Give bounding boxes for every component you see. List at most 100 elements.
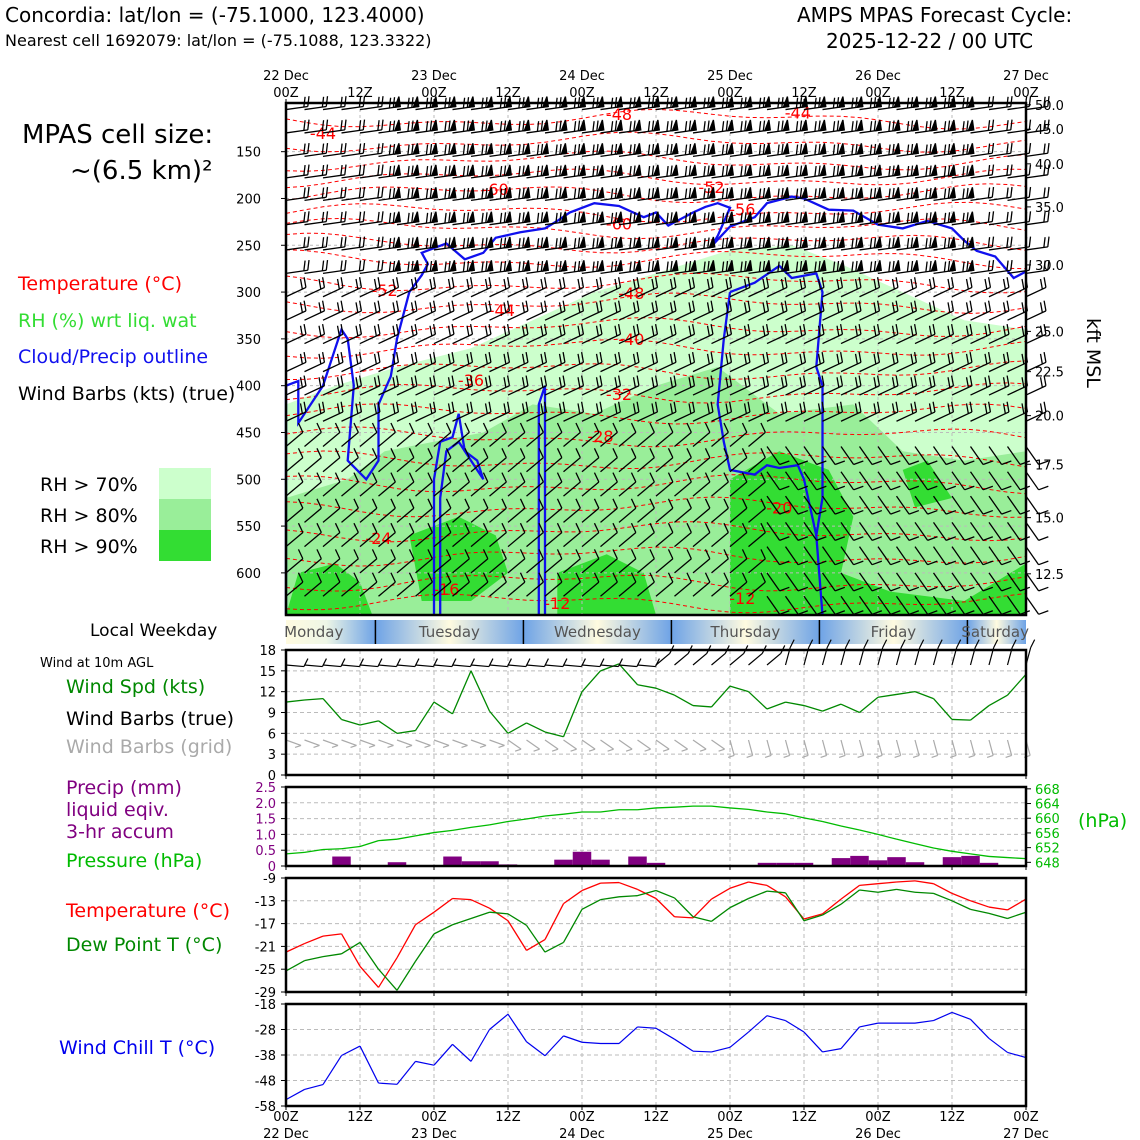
wind-barb-feather: [762, 260, 766, 272]
wind-barb-feather: [725, 377, 729, 388]
dewpoint-line-segment: [544, 941, 564, 953]
wind-barb-staff: [821, 521, 836, 541]
wind-barb: [748, 498, 766, 523]
wind-barb-flag: [393, 211, 402, 224]
wind-barb-feather: [316, 572, 322, 583]
wind-barb-feather: [744, 143, 747, 155]
wind-barb-flag: [948, 143, 957, 155]
wind-barb-staff: [470, 532, 489, 548]
wind-barb-feather: [501, 422, 507, 433]
wind-barb-feather: [371, 472, 378, 483]
wind-barb-feather: [536, 166, 540, 177]
wind-barb-feather: [355, 325, 359, 337]
wind-barb-feather: [913, 300, 918, 311]
wind-barb-feather: [704, 472, 711, 483]
wind-barb: [803, 521, 827, 541]
windchill-panel-grid: [286, 1004, 1026, 1106]
wind-barb-flag: [930, 260, 938, 272]
wind-barb-staff: [748, 581, 766, 597]
wind-barb-feather: [666, 166, 669, 177]
wind-barb-grid: [396, 739, 413, 747]
wind-barb-feather: [762, 237, 766, 248]
wind-barb: [766, 143, 790, 157]
wind-barb-staff: [378, 581, 396, 597]
wind-barb-feather: [890, 485, 901, 491]
wind-barb: [1025, 572, 1049, 592]
wind-barb-feather: [851, 144, 854, 155]
wind-barb: [470, 572, 489, 597]
wind-speed-line-segment: [359, 720, 379, 726]
wind-barb-feather: [666, 121, 669, 132]
wind-barb-feather: [758, 166, 762, 177]
wind-barb-feather: [503, 260, 507, 272]
wind-barb-10m-feather: [974, 639, 980, 648]
wind-barb-flag: [893, 187, 901, 199]
wind-barb-feather: [1006, 143, 1009, 154]
wind-barb-staff: [359, 581, 378, 597]
wind-barb: [544, 572, 563, 597]
wind-barb-feather: [1006, 375, 1010, 386]
wind-barb-feather: [1043, 237, 1046, 248]
wind-barb-feather: [1001, 610, 1012, 615]
wind-barb-feather: [451, 401, 455, 413]
wind-barb-feather: [744, 212, 747, 223]
wind-barb: [304, 422, 322, 448]
wind-barb: [600, 422, 618, 448]
wind-barb-feather: [858, 323, 862, 335]
wind-barb-feather: [666, 144, 669, 155]
wind-barb-feather: [873, 403, 877, 414]
wind-barb-feather: [303, 352, 307, 363]
wind-barb-staff: [895, 546, 910, 566]
wind-barb: [433, 300, 455, 321]
wind-barb-feather: [728, 401, 733, 413]
wind-barb: [600, 211, 624, 226]
wind-barb: [711, 164, 735, 179]
wind-barb-staff: [544, 507, 563, 523]
wind-barb-feather: [964, 560, 975, 566]
wind-barb: [970, 259, 995, 274]
wind-barb-flag: [560, 119, 568, 132]
wind-barb-flag: [652, 119, 661, 132]
wind-barb: [951, 401, 973, 422]
wind-barb: [840, 521, 864, 541]
wind-barb-feather: [871, 586, 883, 592]
wind-barb-feather: [851, 212, 854, 224]
wind-barb-feather: [814, 261, 817, 272]
wind-barb-feather: [318, 278, 322, 290]
wind-barb-feather: [781, 237, 784, 248]
wind-barb-staff: [544, 532, 563, 548]
wind-barb-feather: [425, 188, 429, 199]
wind-barb-feather: [853, 586, 864, 592]
wind-barb-flag: [856, 260, 864, 272]
wind-barb: [951, 211, 975, 226]
wind-barb: [933, 300, 955, 321]
wind-barb-feather: [614, 260, 618, 272]
wind-barb-staff: [858, 572, 873, 592]
wind-barb: [840, 595, 864, 615]
wind-barb: [859, 375, 881, 396]
wind-barb-feather: [577, 143, 581, 155]
weekday-name: Saturday: [961, 623, 1029, 641]
wind-barb-feather: [633, 187, 636, 199]
precip-panel-tick-label: 2.5: [255, 781, 276, 796]
wind-barb-feather: [723, 549, 729, 560]
wind-barb-feather: [340, 187, 343, 198]
wind-barb-feather: [599, 300, 603, 311]
wind-barb: [877, 595, 901, 615]
windchill-line-segment: [396, 1060, 416, 1085]
wind-barb-grid-feather: [350, 744, 357, 749]
legend-cloud-outline: Cloud/Precip outline: [18, 346, 209, 368]
wind-barb-feather: [691, 375, 696, 386]
windchill-line-segment: [933, 1011, 953, 1022]
wind-barb-feather: [853, 460, 864, 466]
pressure-line-segment: [766, 811, 786, 815]
wind-barb-flag: [948, 236, 957, 249]
wind-barb-staff: [840, 595, 855, 615]
wind-barb: [932, 595, 957, 615]
wind-barb-feather: [595, 302, 599, 313]
wind-barb: [637, 549, 655, 574]
wind-barb: [932, 495, 957, 515]
wind-barb-feather: [408, 549, 415, 560]
dewpoint-line-segment: [988, 912, 1008, 920]
wind-barb: [415, 448, 433, 473]
